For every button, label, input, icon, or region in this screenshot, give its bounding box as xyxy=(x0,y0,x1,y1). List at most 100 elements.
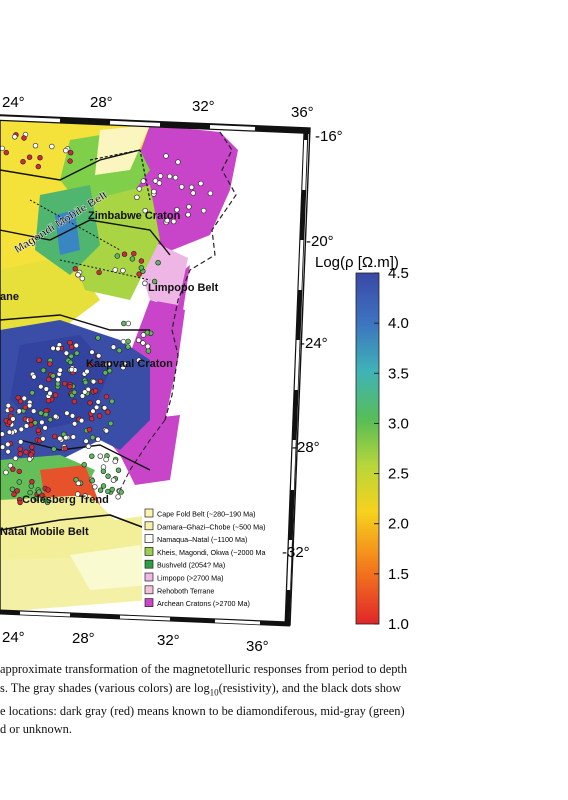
station-dot xyxy=(72,266,79,272)
legend-swatch xyxy=(144,559,154,569)
station-dot xyxy=(157,173,164,179)
station-dot xyxy=(138,258,145,264)
station-dot xyxy=(45,487,51,493)
colorbar-tick-label: 2.5 xyxy=(388,466,409,483)
station-dot xyxy=(71,389,78,395)
station-dot xyxy=(121,251,128,257)
station-dot xyxy=(92,484,98,490)
station-dot xyxy=(171,218,177,225)
station-dot xyxy=(201,207,207,214)
station-dot xyxy=(140,178,147,184)
station-dot xyxy=(68,344,75,350)
legend-swatch xyxy=(144,598,154,607)
station-dot xyxy=(105,409,111,415)
station-dot xyxy=(38,410,44,416)
station-dot xyxy=(155,260,161,266)
station-dot xyxy=(17,499,23,506)
colorbar: Log(ρ [Ω.m]) 4.5 4.0 3.5 3.0 2.5 2.0 1.5 1.0 xyxy=(315,254,409,633)
station-dot xyxy=(29,444,35,450)
lon-label-top-36: 36° xyxy=(291,104,314,121)
station-dot xyxy=(31,408,37,414)
station-dot xyxy=(163,153,169,159)
station-dot xyxy=(88,416,95,422)
station-dot xyxy=(207,190,214,197)
station-dot xyxy=(55,376,61,383)
station-dot xyxy=(0,421,2,427)
station-dot xyxy=(120,364,126,371)
legend-swatch xyxy=(144,547,154,556)
station-dot xyxy=(67,150,74,156)
station-dot xyxy=(188,184,195,191)
station-dot xyxy=(95,436,101,442)
station-dot xyxy=(0,444,6,450)
lat-label-16: -16° xyxy=(315,128,343,145)
legend-label: Limpopo (>2700 Ma) xyxy=(157,574,224,583)
station-dot xyxy=(47,390,53,397)
label-partial-ane: ane xyxy=(0,291,19,303)
station-dot xyxy=(23,423,30,429)
station-dot xyxy=(120,338,127,345)
station-dot xyxy=(57,367,63,373)
station-dot xyxy=(15,395,21,401)
legend-label: Cape Fold Belt (~280–190 Ma) xyxy=(157,510,256,519)
station-dot xyxy=(125,320,132,327)
station-dot xyxy=(82,389,88,395)
legend-label: Rehoboth Terrane xyxy=(157,586,214,595)
station-dot xyxy=(144,329,151,336)
station-dot xyxy=(50,345,56,351)
station-dots xyxy=(0,131,214,506)
station-dot xyxy=(82,493,88,499)
station-dot xyxy=(114,253,121,259)
station-dot xyxy=(95,353,102,359)
station-dot xyxy=(12,455,19,462)
lon-label-bottom-36: 36° xyxy=(246,638,269,655)
label-colesberg-trend: Colesberg Trend xyxy=(22,494,109,506)
station-dot xyxy=(109,398,115,405)
station-dot xyxy=(97,453,104,459)
lon-label-bottom-24: 24° xyxy=(2,629,25,646)
station-dot xyxy=(198,180,204,187)
station-dot xyxy=(35,163,41,170)
station-dot xyxy=(105,361,112,367)
station-dot xyxy=(29,479,35,485)
station-dot xyxy=(83,438,89,444)
station-dot xyxy=(89,349,95,355)
station-dot xyxy=(61,380,68,387)
station-dot xyxy=(31,374,37,380)
station-dot xyxy=(3,149,10,156)
station-dot xyxy=(167,173,173,180)
station-dot xyxy=(40,367,47,374)
station-dot xyxy=(28,483,34,489)
legend-label: Kheis, Magondi, Okwa (~2000 Ma xyxy=(157,548,265,557)
station-dot xyxy=(17,451,23,457)
station-dot xyxy=(64,410,70,416)
station-dot xyxy=(16,468,22,475)
station-dot xyxy=(36,357,42,363)
caption-line-4: d or unknown. xyxy=(0,722,72,737)
station-dot xyxy=(100,468,107,474)
legend-swatch xyxy=(144,572,154,582)
station-dot xyxy=(89,453,95,459)
station-dot xyxy=(156,180,163,186)
station-dot xyxy=(97,487,104,493)
station-dot xyxy=(18,426,24,433)
station-dot xyxy=(87,400,93,406)
station-dot xyxy=(52,392,59,398)
station-dot xyxy=(138,265,145,271)
station-dot xyxy=(17,446,23,452)
station-dot xyxy=(10,416,16,422)
station-dot xyxy=(89,478,96,484)
station-dot xyxy=(0,431,5,437)
station-dot xyxy=(73,342,80,349)
legend-swatch xyxy=(144,585,154,595)
station-dot xyxy=(106,368,113,374)
colorbar-tick-label: 4.0 xyxy=(388,315,409,332)
figure-caption: approximate transformation of the magnet… xyxy=(0,660,568,739)
caption-line-1: approximate transformation of the magnet… xyxy=(0,662,408,676)
station-dot xyxy=(136,271,142,277)
colorbar-tick-label: 3.0 xyxy=(388,415,409,432)
station-dot xyxy=(3,469,9,476)
station-dot xyxy=(89,434,96,441)
station-dot xyxy=(38,384,44,390)
station-dot xyxy=(110,477,117,483)
